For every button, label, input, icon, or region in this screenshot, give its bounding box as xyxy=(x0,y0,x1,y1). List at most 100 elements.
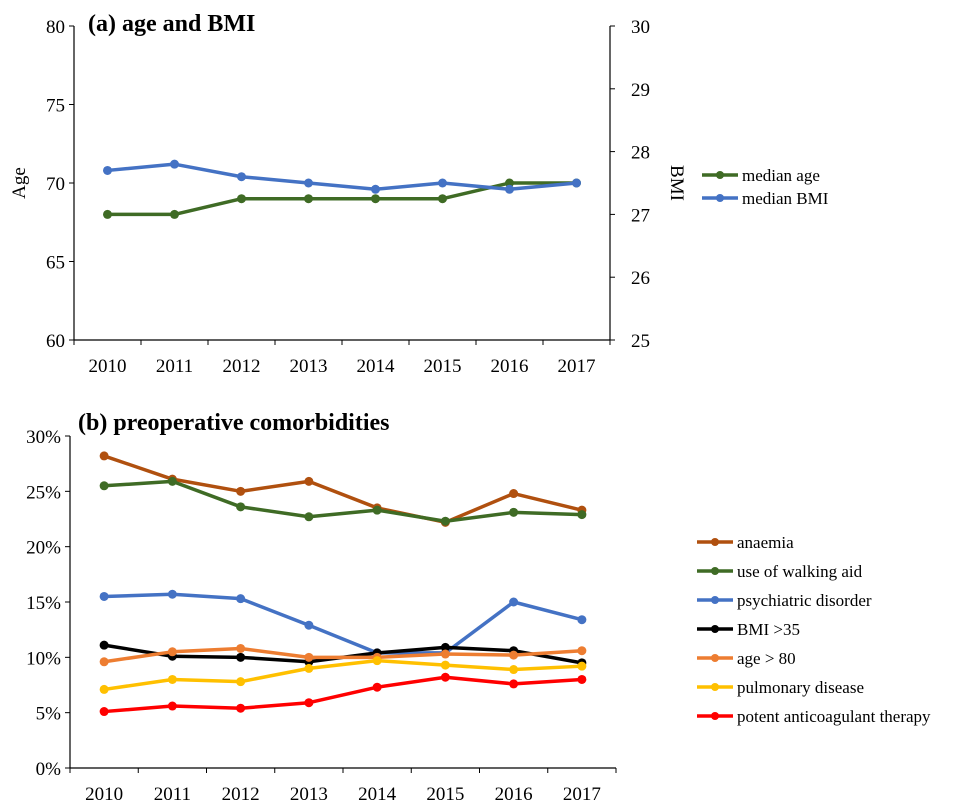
data-point-age-80 xyxy=(304,652,314,662)
panel-b-comorbidities-chart: (b) preoperative comorbidities 0% 5% 10% 15… xyxy=(26,410,931,803)
series-pulmonary-disease xyxy=(99,656,587,694)
data-point-pulmonary-disease xyxy=(236,677,246,687)
legend-swatch-marker xyxy=(711,712,719,720)
y-tick-label: 70 xyxy=(46,174,65,195)
y-tick-label: 25% xyxy=(26,482,61,503)
legend-label: use of walking aid xyxy=(737,562,863,581)
y-tick-label: 0% xyxy=(36,759,62,780)
data-point-pulmonary-disease xyxy=(167,674,177,684)
legend-swatch-marker xyxy=(711,654,719,662)
panel-a-y2-tick-labels: 25 26 27 28 29 30 xyxy=(610,17,650,352)
series-line-pulmonary-disease xyxy=(103,658,582,692)
data-point-median-bmi xyxy=(237,172,246,182)
y2-tick-label: 29 xyxy=(631,80,650,101)
x-tick-label: 2017 xyxy=(558,356,596,377)
panel-a-legend: median age median BMI xyxy=(702,166,829,208)
data-point-median-bmi xyxy=(572,178,581,188)
series-median-age xyxy=(103,178,581,219)
y-tick-label: 65 xyxy=(46,253,65,274)
x-tick-label: 2013 xyxy=(290,784,328,803)
x-tick-label: 2017 xyxy=(563,784,601,803)
x-tick-label: 2011 xyxy=(156,356,193,377)
legend-label: age > 80 xyxy=(737,649,796,668)
legend-swatch-marker xyxy=(711,538,719,546)
y-tick-label: 80 xyxy=(46,17,65,38)
legend-item-age-80: age > 80 xyxy=(697,649,796,668)
data-point-psychiatric-disorder xyxy=(99,591,109,601)
legend-label: median BMI xyxy=(742,189,829,208)
data-point-age-80 xyxy=(99,657,109,667)
panel-a-y-tick-labels: 60 65 70 75 80 xyxy=(46,17,74,352)
data-point-median-age xyxy=(103,209,112,219)
data-point-median-bmi xyxy=(103,165,112,175)
data-point-median-bmi xyxy=(170,159,179,169)
y2-tick-label: 28 xyxy=(631,143,650,164)
series-line-median-bmi xyxy=(107,162,577,192)
y-tick-label: 60 xyxy=(46,331,65,352)
data-point-pulmonary-disease xyxy=(440,660,450,670)
data-point-pulmonary-disease xyxy=(509,665,519,675)
data-point-potent-anticoagulant-therapy xyxy=(236,703,246,713)
data-point-age-80 xyxy=(440,649,450,659)
data-point-potent-anticoagulant-therapy xyxy=(509,679,519,689)
x-tick-label: 2010 xyxy=(85,784,123,803)
data-point-age-80 xyxy=(167,647,177,657)
data-point-psychiatric-disorder xyxy=(236,594,246,604)
legend-label: BMI >35 xyxy=(737,620,800,639)
legend-swatch-marker xyxy=(716,171,724,179)
data-point-potent-anticoagulant-therapy xyxy=(577,674,587,684)
y2-tick-label: 30 xyxy=(631,17,650,38)
y-tick-label: 10% xyxy=(26,648,61,669)
series-median-bmi xyxy=(103,159,581,194)
legend-item-use-of-walking-aid: use of walking aid xyxy=(697,562,863,581)
x-tick-label: 2012 xyxy=(222,784,260,803)
data-point-potent-anticoagulant-therapy xyxy=(372,682,382,692)
data-point-median-bmi xyxy=(304,178,313,188)
legend-item-psychiatric-disorder: psychiatric disorder xyxy=(697,591,872,610)
data-point-anaemia xyxy=(304,476,314,486)
data-point-use-of-walking-aid xyxy=(509,507,519,517)
data-point-potent-anticoagulant-therapy xyxy=(99,707,109,717)
data-point-psychiatric-disorder xyxy=(577,615,587,625)
data-point-anaemia xyxy=(99,451,109,461)
series-line-anaemia xyxy=(103,454,583,525)
series-use-of-walking-aid xyxy=(99,476,587,526)
legend-swatch-marker xyxy=(711,567,719,575)
data-point-anaemia xyxy=(236,486,246,496)
panel-a-x-tick-labels: 2010 2011 2012 2013 2014 2015 2016 2017 xyxy=(73,340,611,377)
data-point-use-of-walking-aid xyxy=(99,481,109,491)
data-point-median-bmi xyxy=(371,184,380,194)
series-line-psychiatric-disorder xyxy=(104,592,583,655)
data-point-pulmonary-disease xyxy=(99,684,109,694)
data-point-use-of-walking-aid xyxy=(577,510,587,520)
x-tick-label: 2015 xyxy=(424,356,462,377)
data-point-bmi-35 xyxy=(236,652,246,662)
y-tick-label: 30% xyxy=(26,427,61,448)
y2-tick-label: 27 xyxy=(631,205,650,226)
data-point-pulmonary-disease xyxy=(304,663,314,673)
legend-swatch-marker xyxy=(711,683,719,691)
x-tick-label: 2011 xyxy=(154,784,191,803)
data-point-median-age xyxy=(170,209,179,219)
data-point-median-age xyxy=(237,194,246,204)
x-tick-label: 2015 xyxy=(426,784,464,803)
legend-item-bmi-35: BMI >35 xyxy=(697,620,800,639)
panel-a-y-axis-title: Age xyxy=(9,167,30,199)
legend-swatch-marker xyxy=(711,596,719,604)
panel-b-series xyxy=(99,451,587,717)
series-line-median-age xyxy=(107,181,577,217)
legend-swatch-marker xyxy=(711,625,719,633)
x-tick-label: 2016 xyxy=(495,784,533,803)
data-point-psychiatric-disorder xyxy=(509,597,519,607)
y-tick-label: 20% xyxy=(26,538,61,559)
panel-a-series xyxy=(103,159,581,219)
data-point-pulmonary-disease xyxy=(577,661,587,671)
x-tick-label: 2013 xyxy=(290,356,328,377)
data-point-use-of-walking-aid xyxy=(372,505,382,515)
x-tick-label: 2010 xyxy=(89,356,127,377)
data-point-bmi-35 xyxy=(440,642,450,652)
data-point-potent-anticoagulant-therapy xyxy=(167,701,177,711)
data-point-psychiatric-disorder xyxy=(304,620,314,630)
panel-a-y2-axis-title: BMI xyxy=(666,165,687,201)
